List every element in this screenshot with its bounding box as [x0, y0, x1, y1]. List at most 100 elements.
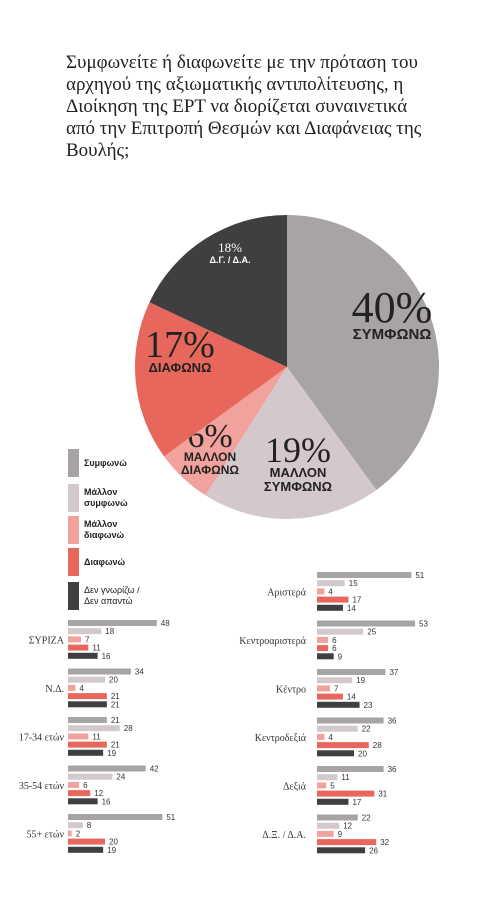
slice-label: ΔΙΑΦΩΝΩ	[149, 360, 212, 375]
bar-value: 36	[388, 765, 397, 774]
bar-value: 23	[364, 701, 373, 710]
bar-value: 42	[150, 765, 159, 774]
bar-value: 20	[358, 749, 367, 758]
bar	[317, 701, 360, 708]
bar	[317, 588, 325, 595]
bar	[317, 645, 329, 652]
slice-label-line: ΣΥΜΦΩΝΩ	[264, 479, 332, 494]
slice-label: Δ.Γ. / Δ.Α.	[209, 255, 250, 265]
bar	[68, 684, 76, 691]
bar-value: 51	[415, 571, 424, 580]
bar	[68, 701, 107, 708]
bar	[68, 676, 105, 683]
bar	[317, 636, 329, 643]
bar	[317, 717, 384, 724]
legend-swatch	[68, 516, 79, 544]
legend-label: Διαφωνώ	[84, 557, 126, 567]
bar-value: 37	[389, 668, 398, 677]
bar-value: 6	[332, 636, 337, 645]
bar-value: 4	[79, 684, 84, 693]
bar-value: 6	[332, 644, 337, 653]
bar	[317, 742, 369, 749]
bar-value: 28	[124, 724, 133, 733]
slice-value: 17%	[145, 324, 215, 366]
bar-value: 17	[352, 596, 361, 605]
bar	[68, 693, 107, 700]
bar-value: 5	[330, 781, 335, 790]
bar	[317, 580, 345, 587]
bar-value: 19	[107, 846, 116, 855]
bar-value: 51	[166, 813, 175, 822]
bar	[317, 790, 375, 797]
bar	[317, 677, 353, 684]
bar	[68, 765, 146, 772]
bar-value: 20	[109, 676, 118, 685]
bar-value: 21	[111, 692, 120, 701]
bar-value: 14	[347, 604, 356, 613]
slice-label-line: ΜΑΛΛΟΝ	[184, 450, 236, 464]
bar-value: 9	[338, 830, 343, 839]
bar-value: 2	[76, 829, 81, 838]
category-label: 35-54 ετών	[19, 781, 65, 792]
slice-label: ΣΥΜΦΩΝΩ	[353, 326, 432, 343]
bar	[68, 749, 104, 756]
bar-value: 15	[349, 579, 358, 588]
bar-value: 21	[111, 716, 120, 725]
bar-value: 26	[369, 846, 378, 855]
category-label: Δεξιά	[283, 781, 307, 792]
legend-label: Μάλλον διαφωνώ	[84, 519, 125, 540]
slice-value: 40%	[352, 283, 433, 332]
bar	[68, 790, 91, 797]
bar	[68, 652, 98, 659]
bar	[68, 830, 72, 837]
category-label: Κεντροαριστερά	[239, 636, 306, 647]
bar	[317, 839, 377, 846]
bar-value: 34	[135, 668, 144, 677]
legend-swatch	[68, 582, 79, 610]
bar	[68, 773, 113, 780]
category-label: Αριστερά	[267, 587, 307, 598]
bar-value: 7	[85, 635, 90, 644]
bar-value: 16	[102, 652, 111, 661]
pie-slice	[205, 367, 377, 519]
slice-label-line: ΜΑΛΛΟΝ	[270, 465, 327, 480]
bar	[317, 628, 364, 635]
bar-value: 11	[92, 644, 101, 653]
bar-value: 16	[102, 797, 111, 806]
bar-value: 6	[83, 781, 88, 790]
bar	[317, 847, 366, 854]
slice-label: ΜΑΛΛΟΝ ΔΙΑΦΩΝΩ	[181, 450, 239, 477]
bar	[317, 798, 349, 805]
bar-value: 12	[343, 822, 352, 831]
bar	[317, 733, 325, 740]
bar-value: 18	[105, 627, 114, 636]
bar-value: 12	[94, 789, 103, 798]
bar-value: 8	[87, 821, 92, 830]
pie-slice	[149, 215, 287, 367]
bar	[68, 741, 107, 748]
bar-value: 20	[109, 838, 118, 847]
bar	[317, 766, 384, 772]
bar-value: 17	[352, 798, 361, 807]
bar-value: 19	[107, 749, 116, 758]
bar	[317, 596, 349, 603]
bar	[68, 846, 104, 853]
bar	[68, 717, 107, 723]
bar-value: 4	[328, 587, 333, 596]
chart-title: Συμφωνείτε ή διαφωνείτε με την πρόταση τ…	[66, 52, 422, 161]
bar	[317, 620, 416, 627]
bar	[317, 750, 354, 757]
bar-value: 31	[378, 790, 387, 799]
bar	[317, 782, 327, 789]
bar	[317, 604, 343, 611]
bar	[68, 798, 98, 805]
bar-value: 14	[347, 693, 356, 702]
legend-label: Συμφωνώ	[84, 458, 127, 468]
bar	[68, 620, 157, 626]
bar	[68, 644, 89, 651]
bar	[68, 814, 163, 820]
bar-value: 9	[338, 652, 343, 661]
category-label: 55+ ετών	[27, 829, 65, 840]
